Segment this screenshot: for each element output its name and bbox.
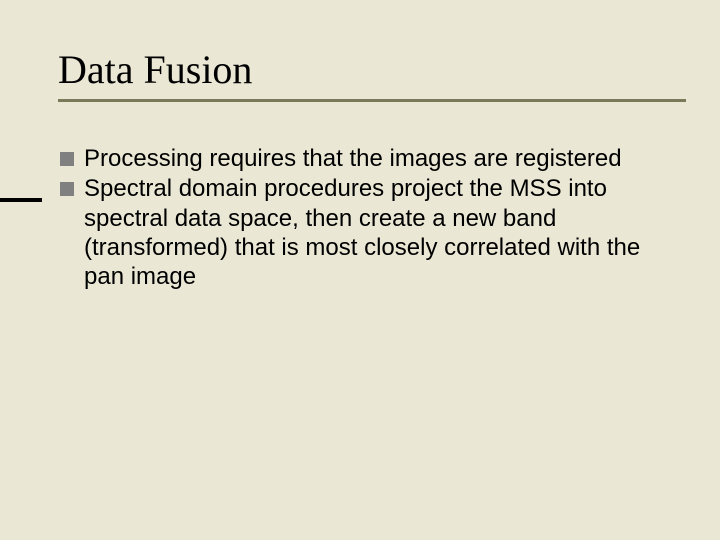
slide: Data Fusion Processing requires that the… [0,0,720,540]
slide-title: Data Fusion [58,46,680,93]
title-area: Data Fusion [58,46,680,93]
title-underline [58,99,686,102]
bullet-square-icon [60,152,74,166]
bullet-item: Processing requires that the images are … [60,144,670,173]
content-area: Processing requires that the images are … [60,144,670,292]
bullet-text: Spectral domain procedures project the M… [84,174,670,291]
bullet-item: Spectral domain procedures project the M… [60,174,670,291]
bullet-text: Processing requires that the images are … [84,144,622,173]
accent-bar [0,198,42,202]
bullet-square-icon [60,182,74,196]
